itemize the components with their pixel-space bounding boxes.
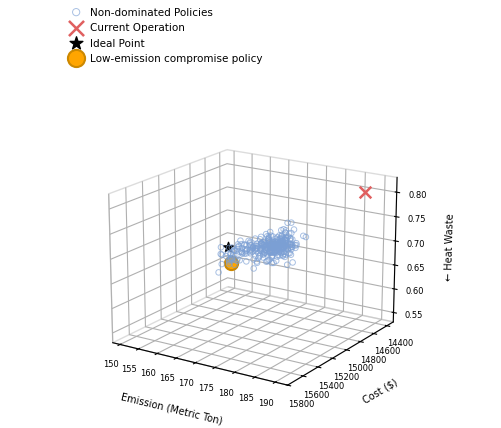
Legend: Non-dominated Policies, Current Operation, Ideal Point, Low-emission compromise : Non-dominated Policies, Current Operatio… bbox=[71, 7, 262, 64]
X-axis label: Emission (Metric Ton): Emission (Metric Ton) bbox=[120, 392, 223, 426]
Y-axis label: Cost ($): Cost ($) bbox=[361, 377, 399, 406]
